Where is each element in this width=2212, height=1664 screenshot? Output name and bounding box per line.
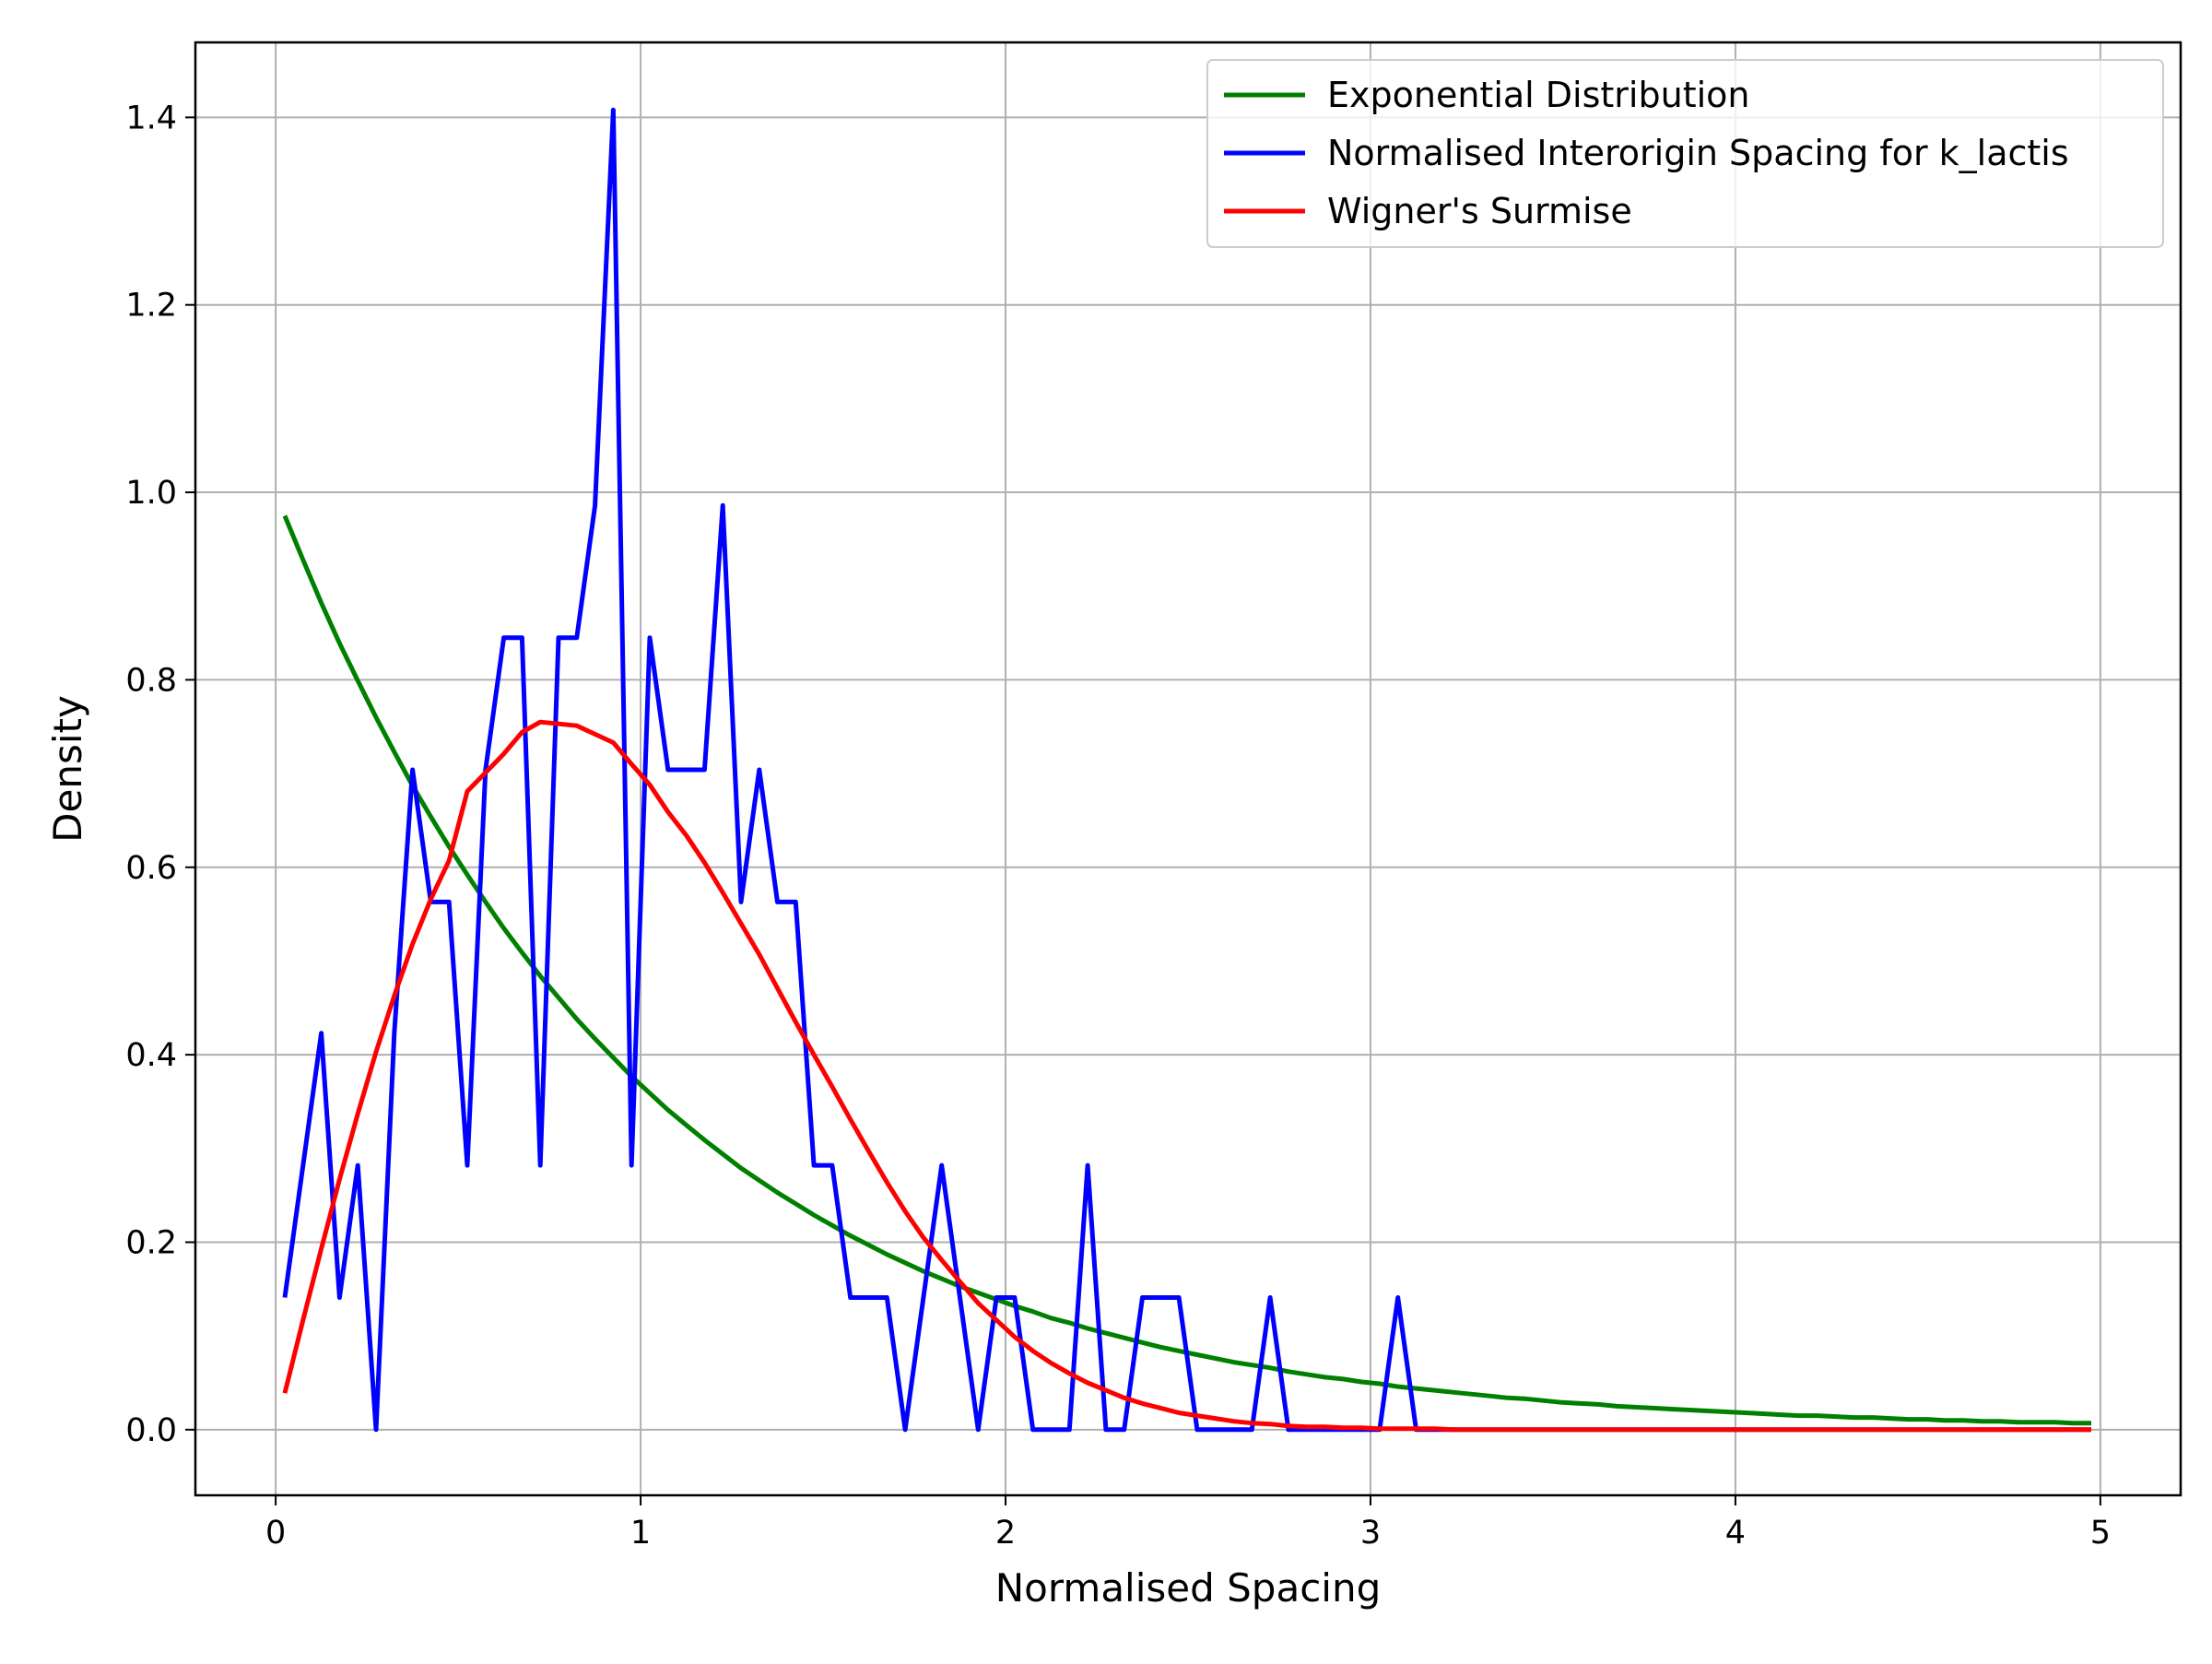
- y-tick-label: 0.6: [125, 850, 177, 887]
- y-axis-label: Density: [45, 695, 90, 843]
- y-tick-label: 1.4: [125, 100, 177, 136]
- legend-box: [1206, 59, 2164, 248]
- x-axis-label: Normalised Spacing: [995, 1565, 1381, 1611]
- y-tick-label: 1.0: [125, 475, 177, 512]
- x-tick-label: 0: [265, 1515, 286, 1552]
- x-tick-label: 1: [630, 1515, 651, 1552]
- y-tick-label: 0.4: [125, 1037, 177, 1074]
- x-tick-label: 5: [2090, 1515, 2111, 1552]
- series-line-wigner-s-surmise: [282, 719, 2091, 1433]
- y-tick-label: 0.2: [125, 1224, 177, 1261]
- plot-frame: [194, 41, 2183, 1497]
- x-tick-label: 2: [995, 1515, 1016, 1552]
- y-tick-label: 0.8: [125, 662, 177, 699]
- legend: Exponential Distribution Normalised Inter…: [1206, 59, 2164, 248]
- y-tick-label: 0.0: [125, 1412, 177, 1449]
- plot-series: [282, 107, 2091, 1433]
- y-tick-label: 1.2: [125, 288, 177, 325]
- legend-label: Normalised Interorigin Spacing for k_lac…: [1327, 133, 2069, 173]
- x-tick-label: 3: [1360, 1515, 1381, 1552]
- grid: [195, 42, 2181, 1495]
- axis-ticks: 0 1 2 3 4 5 0.0 0.2 0.4 0.6 0.8 1.0 1.2 1.4: [125, 100, 2111, 1552]
- x-tick-label: 4: [1725, 1515, 1746, 1552]
- legend-label: Wigner's Surmise: [1327, 191, 1632, 231]
- legend-label: Exponential Distribution: [1327, 75, 1750, 115]
